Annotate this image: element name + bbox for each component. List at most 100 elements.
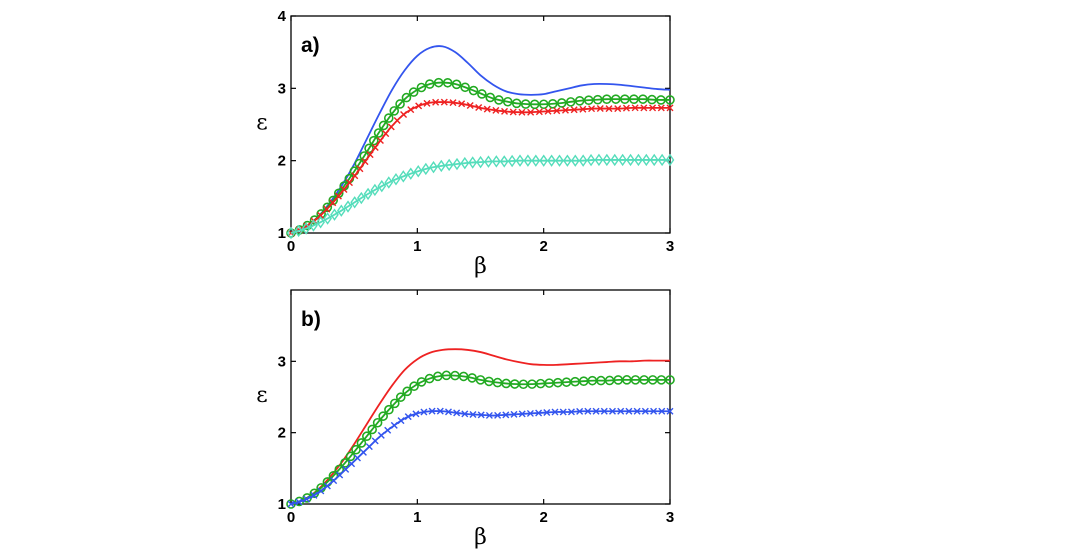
data-point-red — [649, 104, 657, 112]
data-point-blue — [295, 498, 303, 506]
data-point-cyan — [398, 170, 408, 183]
data-point-red — [340, 185, 348, 193]
data-point-red — [492, 106, 500, 114]
data-point-red — [509, 108, 517, 116]
data-point-blue — [617, 407, 625, 415]
data-point-blue — [510, 410, 518, 418]
data-point-green — [424, 373, 435, 384]
data-point-green — [620, 94, 630, 104]
data-point-green — [373, 128, 384, 138]
data-point-green — [529, 99, 540, 110]
data-point-cyan — [343, 200, 353, 213]
data-point-red — [544, 107, 552, 115]
data-point-green — [468, 85, 479, 96]
data-point-blue — [428, 407, 436, 415]
data-point-green — [322, 202, 333, 213]
data-point-blue — [658, 407, 666, 415]
data-point-red — [458, 100, 466, 108]
x-tick-label: 2 — [539, 238, 547, 255]
data-point-red — [579, 105, 587, 113]
data-point-cyan — [484, 155, 493, 168]
data-point-red — [596, 105, 604, 113]
data-point-cyan — [618, 153, 627, 167]
data-point-red — [475, 103, 483, 111]
data-point-cyan — [391, 173, 401, 186]
series-line-cyan — [290, 158, 670, 234]
data-point-cyan — [350, 196, 360, 209]
data-point-green — [328, 195, 338, 206]
y-axis-label: ε — [256, 111, 267, 136]
data-point-green — [389, 106, 400, 116]
data-point-green — [665, 375, 675, 385]
data-point-blue — [633, 407, 641, 415]
data-point-green — [629, 94, 639, 104]
series-blue — [290, 45, 671, 234]
data-point-blue — [567, 408, 575, 416]
data-point-red — [432, 98, 440, 106]
data-point-cyan — [413, 165, 423, 178]
data-point-cyan — [336, 204, 346, 217]
data-point-cyan — [309, 219, 318, 232]
data-point-blue — [323, 482, 331, 490]
y-tick-label: 1 — [278, 496, 286, 513]
data-point-green — [408, 87, 419, 97]
data-point-blue — [485, 411, 493, 419]
data-point-blue — [348, 460, 356, 468]
data-point-red — [570, 106, 578, 114]
series-line-blue — [290, 410, 670, 505]
data-point-green — [520, 99, 531, 109]
plot-frame — [290, 289, 671, 505]
data-point-cyan — [531, 154, 541, 167]
data-point-green — [368, 135, 379, 146]
data-point-cyan — [330, 208, 339, 221]
data-point-red — [423, 99, 431, 107]
data-point-red — [518, 108, 526, 116]
y-tick-label: 3 — [278, 80, 286, 97]
series-blue — [287, 407, 674, 508]
data-point-green — [494, 95, 504, 105]
data-point-red — [449, 99, 457, 107]
data-point-blue — [551, 408, 559, 416]
data-point-blue — [559, 408, 567, 416]
data-point-red — [376, 137, 384, 145]
data-point-red — [371, 144, 379, 152]
data-point-cyan — [436, 159, 446, 173]
data-point-blue — [526, 409, 534, 417]
data-point-cyan — [634, 153, 643, 167]
data-point-red — [483, 105, 491, 113]
data-point-cyan — [523, 154, 533, 167]
data-point-blue — [461, 410, 469, 418]
data-point-cyan — [356, 191, 366, 205]
x-tick-label: 3 — [666, 509, 674, 526]
data-point-cyan — [316, 215, 325, 229]
data-point-blue — [359, 448, 367, 456]
data-point-blue — [625, 407, 633, 415]
data-point-red — [535, 108, 543, 116]
data-point-red — [351, 172, 359, 180]
data-point-red — [622, 104, 630, 112]
data-point-green — [362, 431, 372, 442]
data-point-blue — [453, 409, 461, 417]
data-point-green — [367, 424, 377, 435]
data-point-green — [601, 94, 612, 104]
data-point-blue — [444, 408, 452, 416]
data-point-green — [395, 99, 405, 109]
series-green — [286, 77, 675, 238]
data-point-green — [340, 458, 350, 468]
data-point-red — [400, 111, 408, 119]
data-point-green — [395, 392, 406, 402]
data-point-blue — [436, 407, 444, 415]
data-point-green — [442, 77, 453, 88]
data-point-green — [401, 92, 412, 103]
data-point-green — [583, 95, 594, 105]
x-tick-label: 1 — [413, 509, 421, 526]
data-point-green — [383, 113, 394, 123]
x-tick-label: 1 — [413, 238, 421, 255]
data-point-red — [466, 101, 474, 109]
data-point-blue — [502, 411, 510, 419]
data-point-cyan — [594, 153, 604, 167]
data-point-green — [409, 381, 419, 392]
data-point-blue — [377, 431, 385, 439]
data-point-cyan — [286, 226, 296, 240]
data-point-blue — [535, 409, 543, 417]
